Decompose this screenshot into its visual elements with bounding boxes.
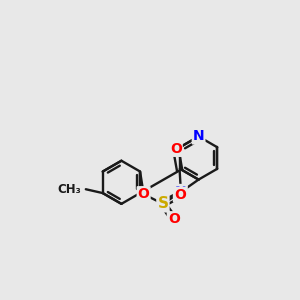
Text: S: S xyxy=(158,196,168,211)
Text: O: O xyxy=(168,212,180,226)
Text: N: N xyxy=(193,130,204,143)
Text: O: O xyxy=(170,142,182,156)
Text: CH₃: CH₃ xyxy=(57,183,81,196)
Text: N: N xyxy=(175,185,187,199)
Text: O: O xyxy=(174,188,186,202)
Text: O: O xyxy=(138,187,150,201)
